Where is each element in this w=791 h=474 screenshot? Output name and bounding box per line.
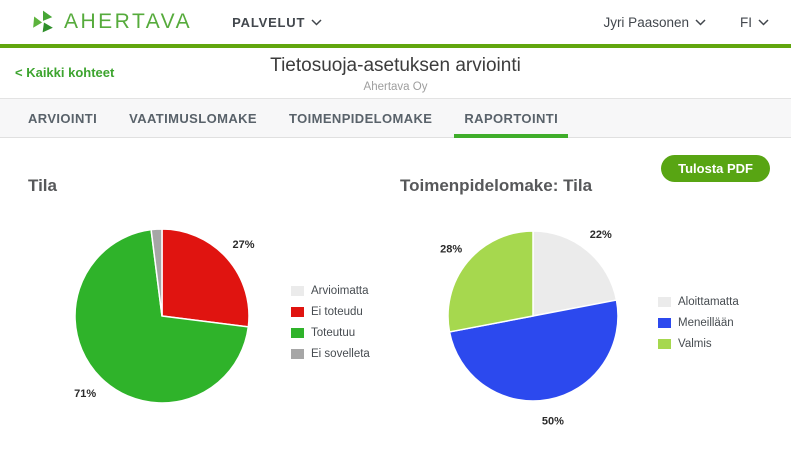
print-pdf-button[interactable]: Tulosta PDF xyxy=(661,155,770,182)
pie-percent-label: 50% xyxy=(542,415,564,427)
legend-color-swatch xyxy=(291,348,304,359)
chevron-down-icon xyxy=(311,18,322,26)
services-menu-label: PALVELUT xyxy=(232,14,306,30)
legend-label: Valmis xyxy=(678,337,712,350)
tab-raportointi[interactable]: RAPORTOINTI xyxy=(454,99,568,138)
tab-vaatimuslomake[interactable]: VAATIMUSLOMAKE xyxy=(129,110,257,126)
title-block: Tietosuoja-asetuksen arviointi Ahertava … xyxy=(0,55,791,93)
pie-percent-label: 27% xyxy=(233,239,255,251)
legend-color-swatch xyxy=(658,317,671,328)
top-header: AHERTAVA PALVELUT Jyri Paasonen FI xyxy=(0,0,791,44)
tab-bar: ARVIOINTI VAATIMUSLOMAKE TOIMENPIDELOMAKE R… xyxy=(0,99,791,138)
pie-chart-tila: 27% 71% xyxy=(74,228,255,404)
legend-item-ei-toteudu[interactable]: Ei toteudu xyxy=(291,301,370,322)
pie-slice-ei-toteudu xyxy=(161,228,250,328)
user-menu[interactable]: Jyri Paasonen xyxy=(603,15,706,30)
legend-label: Aloittamatta xyxy=(678,295,739,308)
chart-title-toimenpidelomake-tila: Toimenpidelomake: Tila xyxy=(400,176,593,195)
header-accent-bar xyxy=(0,44,791,48)
brand-logo[interactable]: AHERTAVA xyxy=(30,9,192,35)
subheader: < Kaikki kohteet Tietosuoja-asetuksen ar… xyxy=(0,48,791,99)
legend-item-meneillään[interactable]: Meneillään xyxy=(658,312,739,333)
legend-label: Arvioimatta xyxy=(311,284,369,297)
pie-percent-label: 71% xyxy=(74,388,96,400)
legend-item-ei-sovelleta[interactable]: Ei sovelleta xyxy=(291,343,370,364)
pie-slice-aloittamatta xyxy=(532,230,618,317)
legend-label: Ei toteudu xyxy=(311,305,363,318)
legend-item-aloittamatta[interactable]: Aloittamatta xyxy=(658,291,739,312)
brand-name: AHERTAVA xyxy=(64,10,193,33)
language-menu[interactable]: FI xyxy=(740,15,769,30)
chevron-down-icon xyxy=(695,18,706,26)
pinwheel-logo-icon xyxy=(33,10,53,33)
services-menu[interactable]: PALVELUT xyxy=(232,15,322,30)
tab-toimenpidelomake[interactable]: TOIMENPIDELOMAKE xyxy=(288,110,433,126)
legend-color-swatch xyxy=(291,285,304,296)
pie-slice-ei-sovelleta xyxy=(150,228,163,317)
page-subtitle: Ahertava Oy xyxy=(363,81,428,93)
legend-color-swatch xyxy=(291,306,304,317)
pie-percent-label: 22% xyxy=(590,229,612,241)
legend-label: Meneillään xyxy=(678,316,734,329)
legend-color-swatch xyxy=(658,296,671,307)
tab-arviointi[interactable]: ARVIOINTI xyxy=(28,110,98,126)
legend-tila: Arvioimatta Ei toteudu Toteutuu Ei sovellet… xyxy=(291,280,370,364)
language-label: FI xyxy=(740,14,752,30)
legend-item-valmis[interactable]: Valmis xyxy=(658,333,739,354)
legend-item-toteutuu[interactable]: Toteutuu xyxy=(291,322,370,343)
pie-slice-meneillään xyxy=(448,299,619,402)
legend-item-arvioimatta[interactable]: Arvioimatta xyxy=(291,280,370,301)
legend-label: Toteutuu xyxy=(311,326,356,339)
legend-label: Ei sovelleta xyxy=(311,347,370,360)
user-name: Jyri Paasonen xyxy=(603,14,689,30)
pie-percent-label: 28% xyxy=(440,243,462,255)
legend-color-swatch xyxy=(658,338,671,349)
chart-title-tila: Tila xyxy=(28,176,57,195)
legend-toimenpidelomake: Aloittamatta Meneillään Valmis xyxy=(658,291,739,354)
pie-slice-toteutuu xyxy=(74,228,250,404)
pie-slice-valmis xyxy=(447,230,534,333)
pie-chart-toimenpidelomake: 22% 50% 28% xyxy=(440,229,619,427)
legend-color-swatch xyxy=(291,327,304,338)
back-link[interactable]: < Kaikki kohteet xyxy=(15,65,115,80)
page-title: Tietosuoja-asetuksen arviointi xyxy=(270,55,521,76)
chevron-down-icon xyxy=(758,18,769,26)
